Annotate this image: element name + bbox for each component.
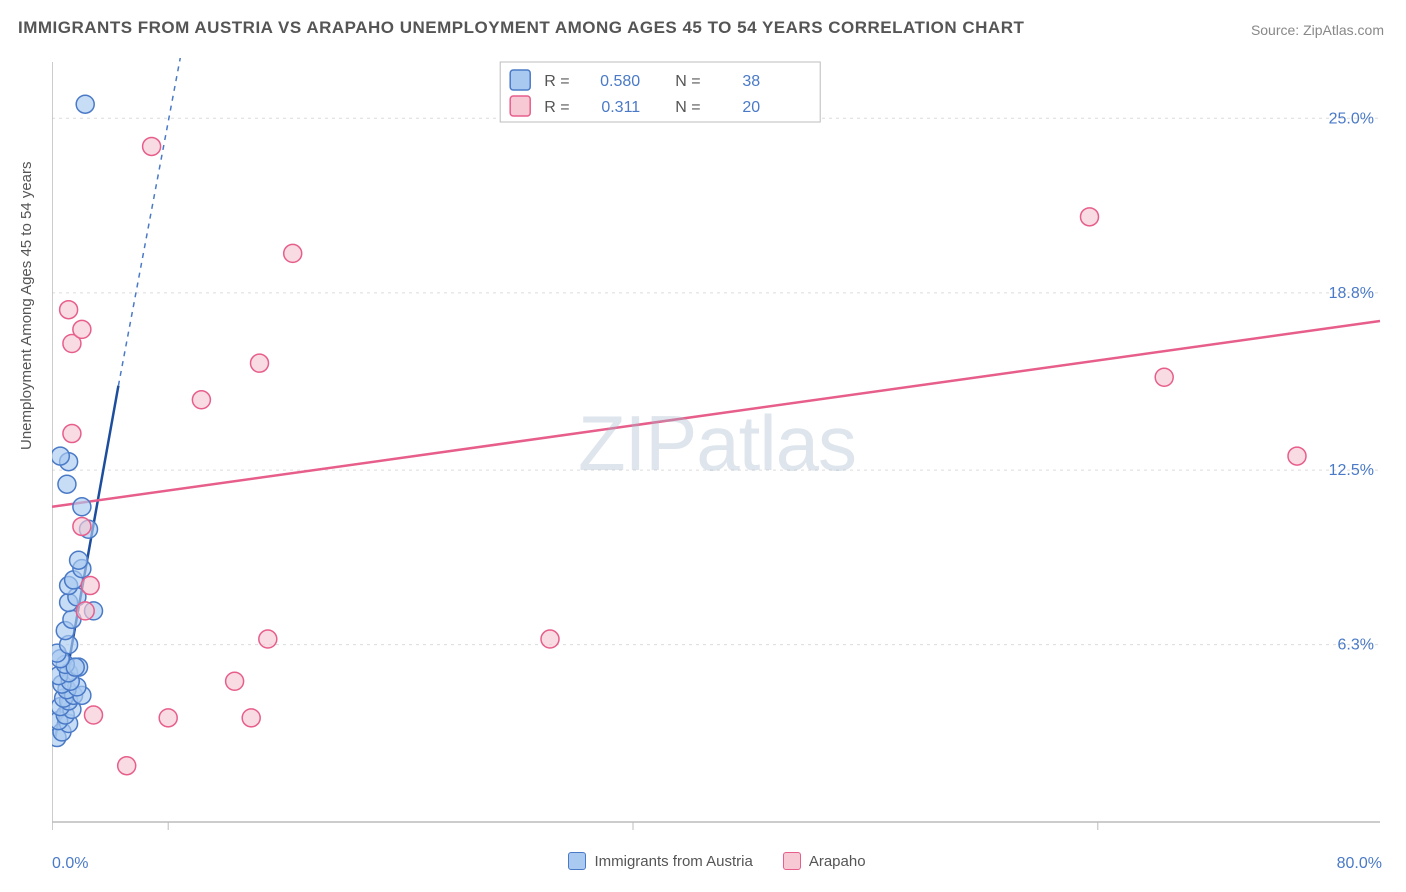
legend-swatch-b	[783, 852, 801, 870]
legend-label-a: Immigrants from Austria	[594, 853, 752, 870]
legend-label-b: Arapaho	[809, 853, 866, 870]
svg-text:R =: R =	[544, 99, 569, 116]
svg-text:0.580: 0.580	[600, 73, 640, 90]
svg-text:38: 38	[742, 73, 760, 90]
legend-item-series-b: Arapaho	[783, 852, 866, 870]
svg-text:6.3%: 6.3%	[1338, 637, 1374, 654]
chart-title: IMMIGRANTS FROM AUSTRIA VS ARAPAHO UNEMP…	[18, 18, 1024, 38]
chart-svg: 6.3% 12.5% 18.8% 25.0% R = 0.580 N = 38 R = 0.311…	[52, 58, 1382, 838]
legend-swatch-a	[568, 852, 586, 870]
y-axis-label: Unemployment Among Ages 45 to 54 years	[18, 161, 35, 450]
source-attribution: Source: ZipAtlas.com	[1251, 22, 1384, 38]
plot-area: 6.3% 12.5% 18.8% 25.0% R = 0.580 N = 38 R = 0.311…	[52, 58, 1382, 838]
svg-text:N =: N =	[675, 99, 700, 116]
svg-text:0.311: 0.311	[601, 99, 640, 116]
svg-text:12.5%: 12.5%	[1329, 462, 1374, 479]
svg-text:25.0%: 25.0%	[1329, 110, 1374, 127]
svg-text:N =: N =	[675, 73, 700, 90]
bottom-legend: Immigrants from Austria Arapaho	[52, 852, 1382, 870]
svg-text:20: 20	[742, 99, 760, 116]
legend-item-series-a: Immigrants from Austria	[568, 852, 752, 870]
svg-text:R =: R =	[544, 73, 569, 90]
svg-text:18.8%: 18.8%	[1329, 285, 1374, 302]
